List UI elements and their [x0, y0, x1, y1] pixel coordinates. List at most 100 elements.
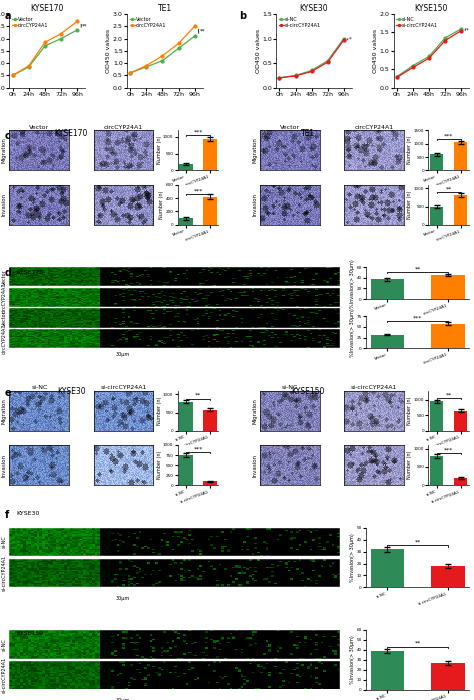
Y-axis label: Migration: Migration	[2, 137, 7, 163]
Y-axis label: Migration: Migration	[2, 398, 7, 424]
Bar	[454, 411, 467, 430]
si-NC	[410, 62, 416, 70]
Y-axis label: Vector: Vector	[2, 269, 7, 285]
Bar	[180, 455, 192, 485]
Title: circCYP24A1: circCYP24A1	[104, 125, 143, 130]
si-NC	[292, 71, 298, 80]
Vector	[144, 62, 149, 71]
si-circCYP24A1	[325, 58, 330, 66]
Title: si-NC: si-NC	[282, 385, 299, 390]
Text: 30μm: 30μm	[115, 699, 129, 700]
Y-axis label: Invasion: Invasion	[253, 193, 257, 216]
Text: b: b	[239, 11, 246, 21]
Title: si-circCYP24A1: si-circCYP24A1	[100, 385, 146, 390]
Bar	[371, 279, 404, 299]
si-NC	[426, 52, 432, 61]
Vector	[128, 69, 133, 77]
Bar	[430, 206, 444, 225]
Text: KYSE150: KYSE150	[17, 631, 44, 636]
Text: KYSE150: KYSE150	[292, 387, 325, 396]
Bar	[430, 456, 444, 485]
Title: KYSE150: KYSE150	[415, 4, 448, 13]
si-circCYP24A1	[394, 74, 400, 82]
si-NC	[325, 57, 330, 65]
si-circCYP24A1	[309, 67, 314, 76]
Y-axis label: Invasion: Invasion	[2, 454, 7, 477]
Text: **: **	[446, 393, 452, 398]
Bar	[454, 195, 467, 225]
Text: f: f	[5, 510, 9, 519]
Text: **: **	[446, 186, 452, 191]
Y-axis label: Number (n): Number (n)	[157, 136, 162, 164]
circCYP24A1	[10, 71, 16, 80]
Text: KYSE30: KYSE30	[17, 511, 40, 516]
Y-axis label: Number (n): Number (n)	[157, 451, 162, 480]
si-circCYP24A1	[442, 36, 448, 45]
Title: Vector: Vector	[29, 125, 49, 130]
Y-axis label: %Invasion(> 30μm): %Invasion(> 30μm)	[350, 636, 355, 684]
si-circCYP24A1	[458, 27, 464, 35]
circCYP24A1	[58, 29, 64, 38]
Title: circCYP24A1: circCYP24A1	[355, 125, 394, 130]
Text: ***: ***	[193, 130, 203, 134]
Text: ***: ***	[413, 316, 422, 321]
Bar	[371, 651, 404, 690]
si-circCYP24A1	[426, 54, 432, 62]
Y-axis label: %Invasion(> 30μm): %Invasion(> 30μm)	[350, 308, 355, 356]
Y-axis label: Invasion: Invasion	[253, 454, 257, 477]
Vector	[160, 57, 165, 65]
si-NC	[277, 74, 283, 82]
circCYP24A1	[176, 39, 182, 48]
Line: Vector: Vector	[129, 35, 196, 74]
Text: ***: ***	[444, 447, 454, 452]
Vector	[10, 71, 16, 80]
Title: KYSE170: KYSE170	[31, 4, 64, 13]
Vector	[74, 26, 80, 34]
Y-axis label: circCYP24A1: circCYP24A1	[2, 282, 7, 313]
Bar	[431, 274, 465, 299]
Text: **: **	[414, 641, 421, 646]
Text: ***: ***	[193, 188, 203, 193]
Text: KYSE170: KYSE170	[17, 270, 44, 274]
circCYP24A1	[192, 22, 198, 31]
Text: ***: ***	[444, 134, 454, 139]
Title: TE1: TE1	[158, 4, 172, 13]
Y-axis label: OD450 values: OD450 values	[107, 29, 111, 73]
Text: **: **	[414, 267, 421, 272]
Bar	[454, 478, 467, 485]
circCYP24A1	[144, 62, 149, 70]
Y-axis label: Number (n): Number (n)	[408, 190, 412, 219]
Legend: si-NC, si-circCYP24A1: si-NC, si-circCYP24A1	[396, 16, 439, 28]
Vector	[26, 62, 32, 71]
Title: KYSE30: KYSE30	[300, 4, 328, 13]
Vector	[176, 44, 182, 52]
circCYP24A1	[128, 69, 133, 77]
circCYP24A1	[26, 62, 32, 70]
Bar	[454, 142, 467, 171]
Text: *: *	[466, 27, 469, 32]
Y-axis label: Migration: Migration	[253, 137, 257, 163]
si-NC	[394, 72, 400, 80]
Bar	[203, 139, 217, 171]
Y-axis label: si-NC: si-NC	[2, 536, 7, 548]
Text: TE1: TE1	[13, 334, 24, 340]
circCYP24A1	[74, 18, 80, 26]
Text: 30μm: 30μm	[115, 351, 129, 357]
si-circCYP24A1	[277, 74, 283, 82]
Text: 30μm: 30μm	[115, 596, 129, 601]
Y-axis label: Number (n): Number (n)	[157, 396, 162, 425]
Bar	[203, 197, 217, 225]
Text: **: **	[82, 23, 88, 28]
si-NC	[341, 34, 346, 43]
Title: Vector: Vector	[280, 125, 301, 130]
Text: e: e	[5, 389, 11, 398]
circCYP24A1	[160, 52, 165, 60]
si-NC	[309, 66, 314, 75]
Text: ***: ***	[193, 447, 203, 452]
Text: d: d	[5, 268, 12, 278]
Vector	[192, 32, 198, 41]
Bar	[430, 401, 444, 430]
Text: KYSE170: KYSE170	[55, 130, 88, 139]
si-NC	[442, 34, 448, 42]
Y-axis label: circCYP24A1: circCYP24A1	[2, 323, 7, 354]
